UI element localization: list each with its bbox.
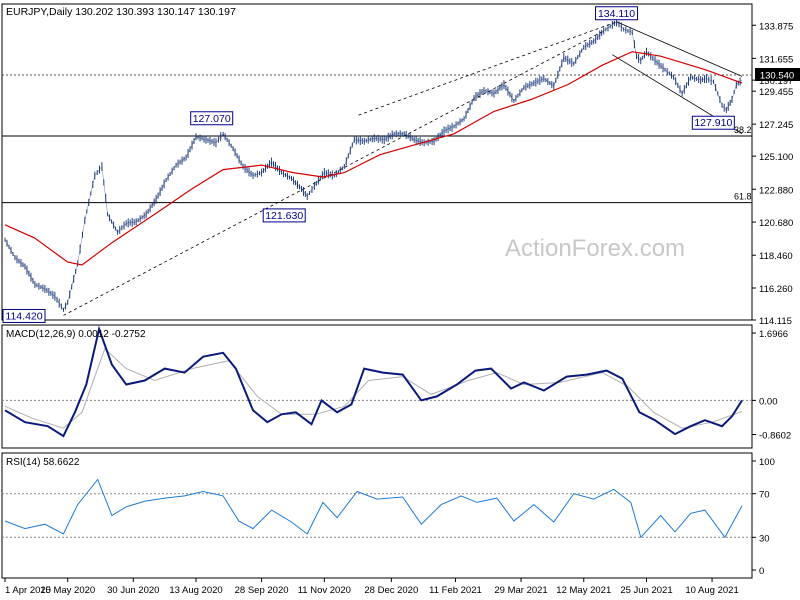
x-tick-label: 15 May 2020: [40, 585, 95, 596]
trend-line: [358, 21, 617, 116]
x-tick-label: 11 Nov 2020: [298, 585, 351, 596]
macd-y-tick-label: -0.8602: [759, 431, 791, 442]
chart-header: EURJPY,Daily 130.202 130.393 130.147 130…: [6, 6, 236, 18]
y-tick-label: 118.460: [759, 251, 793, 262]
y-tick-label: 125.100: [759, 152, 793, 163]
current-price-tag: [755, 68, 800, 82]
y-tick-label: 130.197: [759, 76, 793, 87]
annotation-box: [691, 115, 735, 130]
x-tick-label: 25 Jun 2021: [620, 585, 672, 596]
rsi-panel: [1, 452, 753, 579]
x-tick-label: 13 Aug 2020: [169, 585, 222, 596]
macd-y-tick-label: 1.6966: [759, 329, 788, 340]
annotation-label: 121.630: [265, 210, 303, 222]
y-tick-label: 114.115: [759, 316, 792, 327]
level-label: 61.8: [734, 192, 752, 202]
annotation-label: 127.910: [694, 117, 732, 129]
x-tick-label: 11 Feb 2021: [429, 585, 482, 596]
sma-line: [4, 51, 743, 266]
rsi-y-tick-label: 100: [759, 457, 775, 468]
annotation-box: [190, 111, 234, 126]
y-tick-label: 129.455: [759, 87, 793, 98]
watermark: ActionForex.com: [505, 235, 685, 262]
x-tick-label: 1 Apr 2020: [5, 585, 51, 596]
rsi-y-tick-label: 30: [759, 533, 770, 544]
annotation-box: [2, 308, 46, 323]
y-tick-label: 133.875: [759, 21, 793, 32]
rsi-line: [4, 478, 743, 539]
rsi-y-tick-label: 0: [759, 566, 764, 577]
rsi-title: RSI(14) 58.6622: [6, 457, 80, 468]
x-tick-label: 28 Dec 2020: [364, 585, 418, 596]
annotation-label: 134.110: [598, 8, 635, 20]
y-tick-label: 122.880: [759, 185, 793, 196]
price-panel: [1, 3, 753, 321]
annotation-box: [262, 208, 306, 223]
annotation-label: 127.070: [193, 113, 231, 125]
x-tick-label: 29 Mar 2021: [494, 585, 547, 596]
x-tick-label: 12 May 2021: [556, 585, 611, 596]
rsi-y-tick-label: 70: [759, 490, 770, 501]
y-tick-label: 120.680: [759, 218, 793, 229]
macd-line: [4, 325, 743, 438]
x-tick-label: 28 Sep 2020: [235, 585, 289, 596]
trend-line: [616, 21, 743, 77]
macd-panel: [1, 324, 753, 449]
y-tick-label: 131.655: [759, 54, 793, 65]
x-tick-label: 10 Aug 2021: [685, 585, 738, 596]
annotation-label: 114.420: [5, 310, 42, 322]
level-label: 38.2: [734, 125, 752, 135]
price-close-line: [4, 21, 743, 311]
current-price-label: 130.540: [760, 71, 794, 82]
annotation-box: [595, 6, 639, 21]
macd-y-tick-label: 0.00: [759, 396, 778, 407]
y-tick-label: 116.260: [759, 284, 793, 295]
x-tick-label: 30 Jun 2020: [107, 585, 159, 596]
macd-title: MACD(12,26,9) 0.0012 -0.2752: [6, 329, 146, 340]
y-tick-label: 127.245: [759, 120, 793, 131]
